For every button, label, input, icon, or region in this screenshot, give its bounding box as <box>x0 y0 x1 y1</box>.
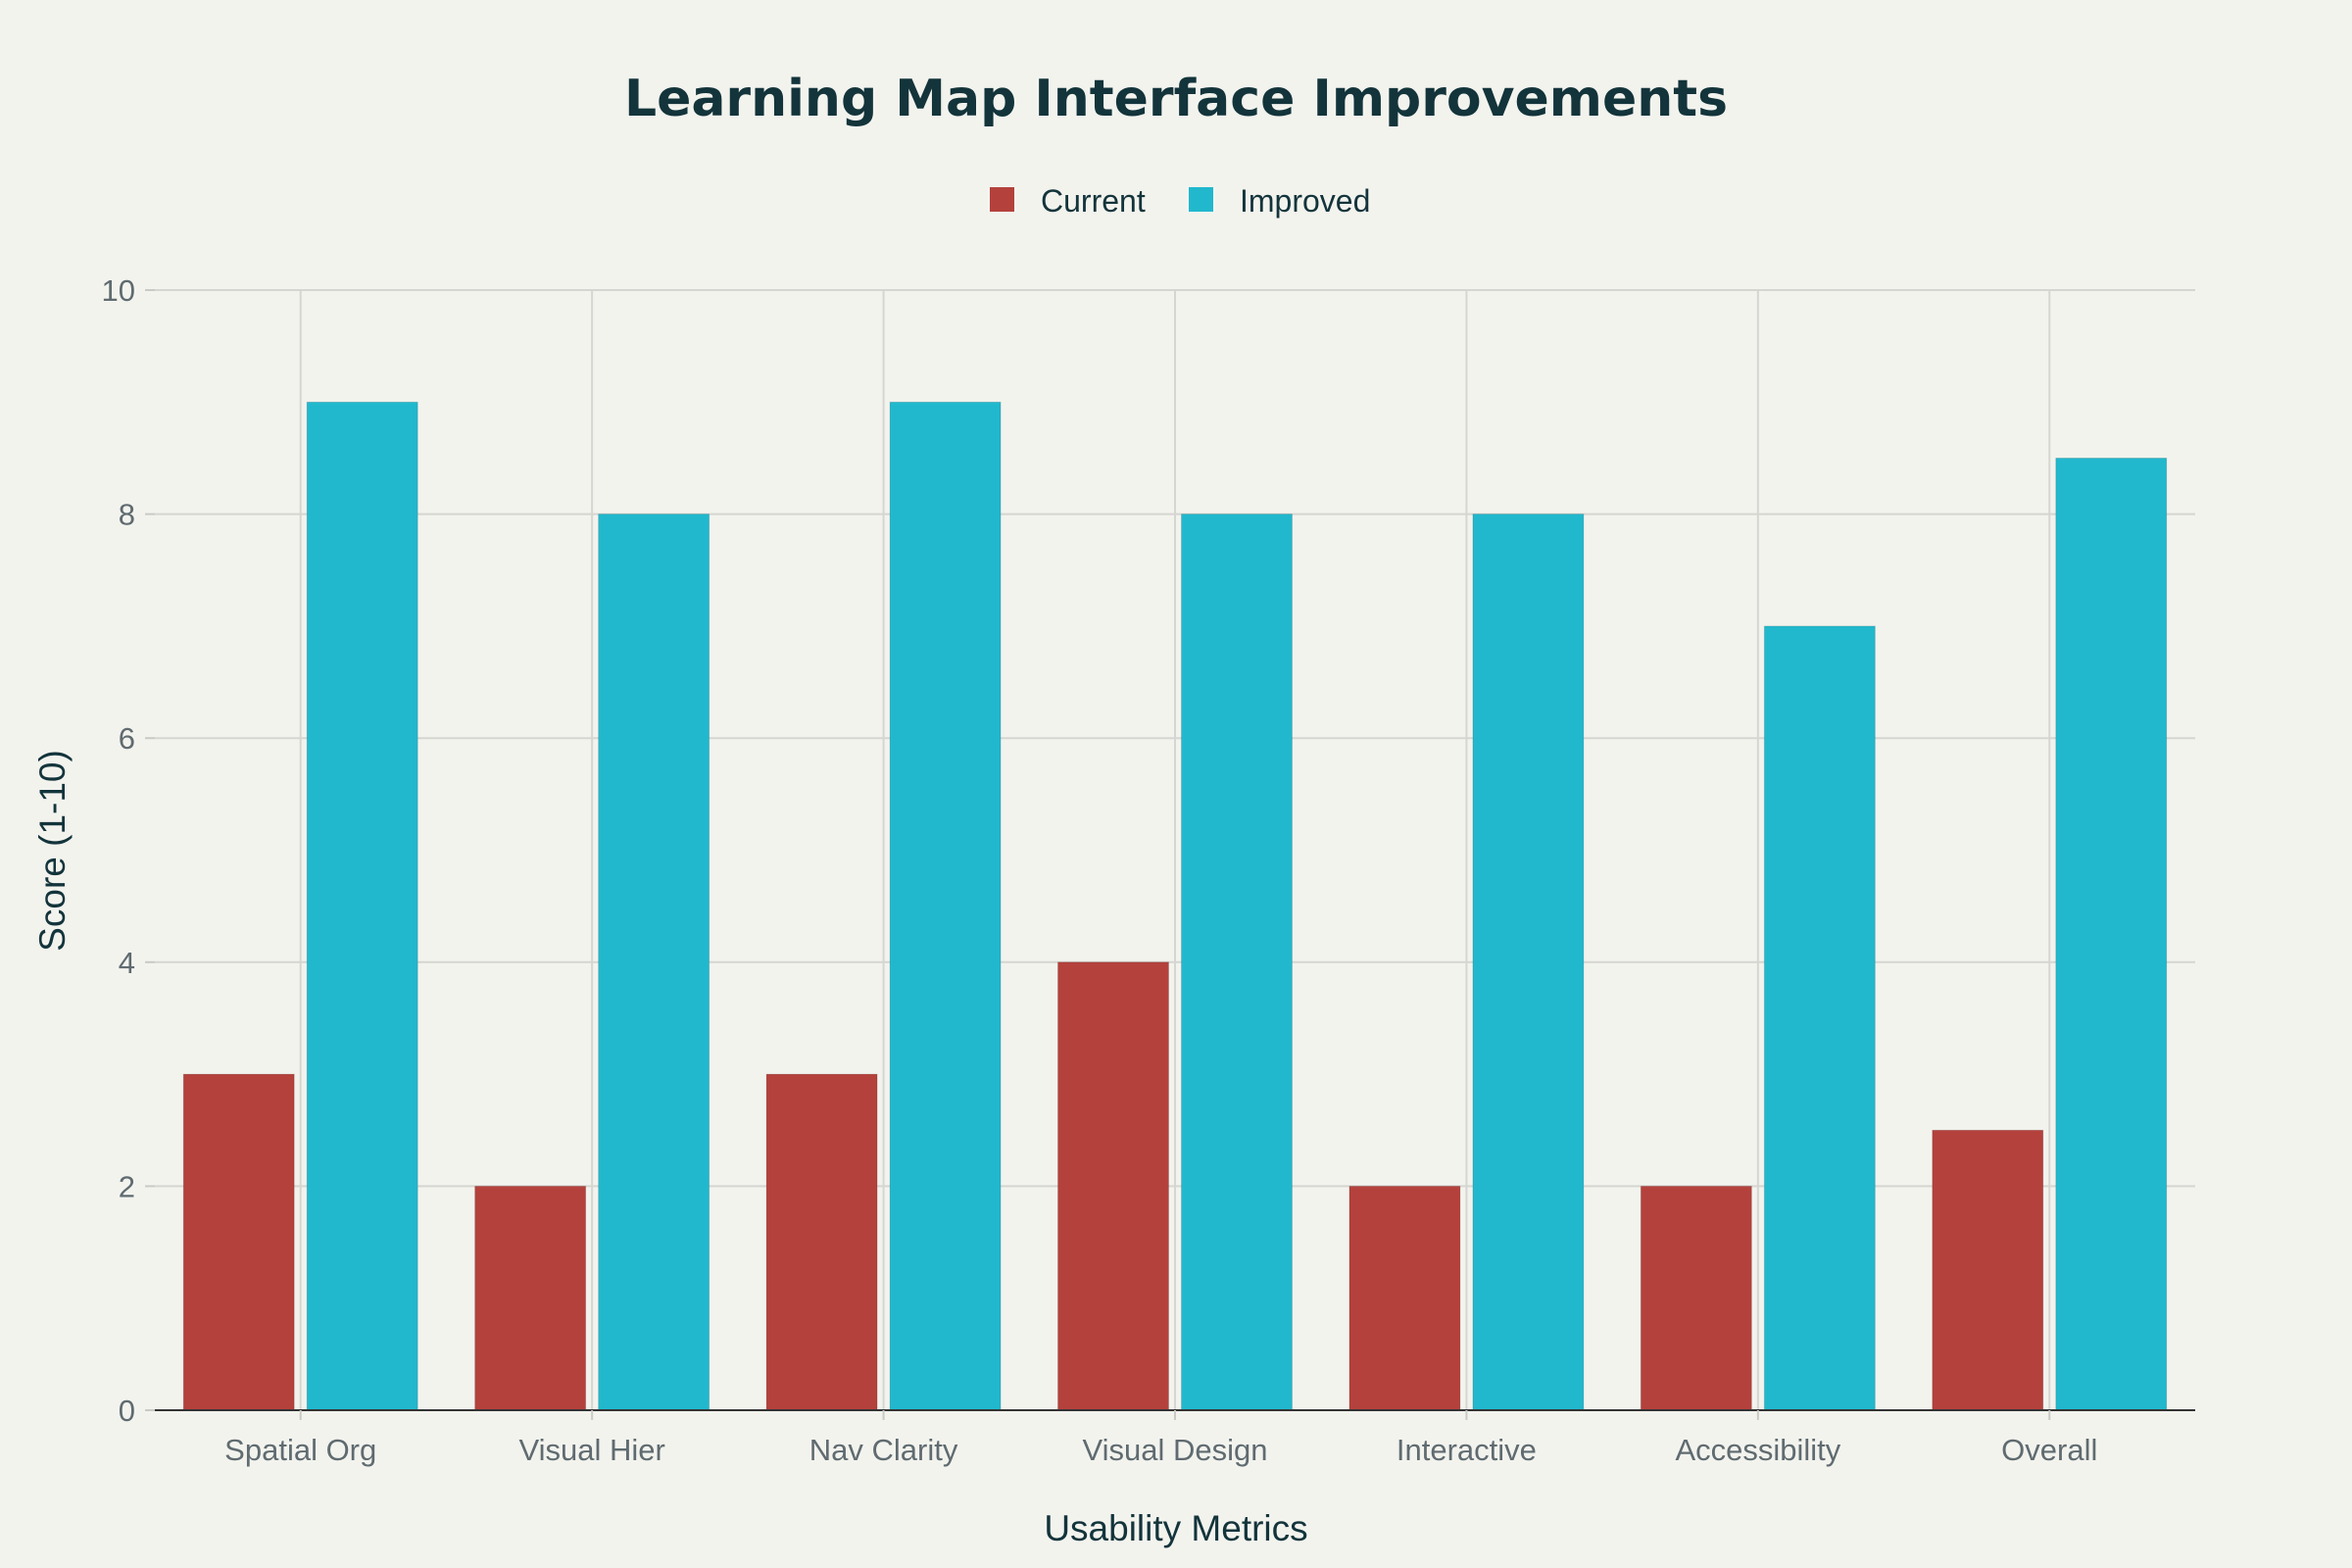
bar-current-interactive[interactable] <box>1348 1185 1461 1411</box>
x-tick-label: Visual Design <box>1083 1433 1268 1467</box>
legend: Current Improved <box>990 183 1370 219</box>
y-tick-label: 8 <box>119 498 135 532</box>
bars <box>182 401 2168 1411</box>
y-axis: 0 2 4 6 8 10 <box>102 273 155 1428</box>
bar-current-nav-clarity[interactable] <box>765 1073 878 1411</box>
legend-swatch <box>990 187 1014 212</box>
bar-improved-visual-hier[interactable] <box>598 514 710 1411</box>
chart-title: Learning Map Interface Improvements <box>624 70 1728 128</box>
y-tick-label: 10 <box>102 273 135 308</box>
y-tick-label: 6 <box>119 721 135 756</box>
x-axis-title: Usability Metrics <box>1044 1508 1307 1548</box>
y-axis-title: Score (1-10) <box>32 750 73 952</box>
legend-item-improved[interactable]: Improved <box>1189 183 1370 219</box>
bar-current-visual-design[interactable] <box>1057 961 1169 1411</box>
bar-improved-nav-clarity[interactable] <box>889 401 1002 1411</box>
grid <box>155 289 2195 1410</box>
x-tick-label: Accessibility <box>1675 1433 1840 1467</box>
legend-swatch <box>1189 187 1213 212</box>
legend-label: Improved <box>1240 183 1370 219</box>
bar-improved-visual-design[interactable] <box>1181 514 1293 1411</box>
x-tick-label: Nav Clarity <box>809 1433 958 1467</box>
bar-improved-interactive[interactable] <box>1472 514 1585 1411</box>
bar-current-visual-hier[interactable] <box>474 1185 587 1411</box>
bar-improved-accessibility[interactable] <box>1763 625 1876 1411</box>
y-tick-label: 2 <box>119 1169 135 1203</box>
x-tick-label: Visual Hier <box>518 1433 664 1467</box>
y-tick-label: 4 <box>119 946 135 980</box>
bar-current-accessibility[interactable] <box>1640 1185 1752 1411</box>
bar-improved-overall[interactable] <box>2055 457 2168 1411</box>
bar-current-overall[interactable] <box>1932 1129 2044 1411</box>
x-tick-label: Spatial Org <box>224 1433 376 1467</box>
bar-improved-spatial-org[interactable] <box>306 401 418 1411</box>
bar-current-spatial-org[interactable] <box>182 1073 295 1411</box>
x-axis: Spatial Org Visual Hier Nav Clarity Visual … <box>155 1409 2195 1467</box>
legend-label: Current <box>1041 183 1146 219</box>
y-tick-label: 0 <box>119 1394 135 1428</box>
legend-item-current[interactable]: Current <box>990 183 1146 219</box>
x-tick-label: Interactive <box>1396 1433 1537 1467</box>
x-tick-label: Overall <box>2001 1433 2097 1467</box>
